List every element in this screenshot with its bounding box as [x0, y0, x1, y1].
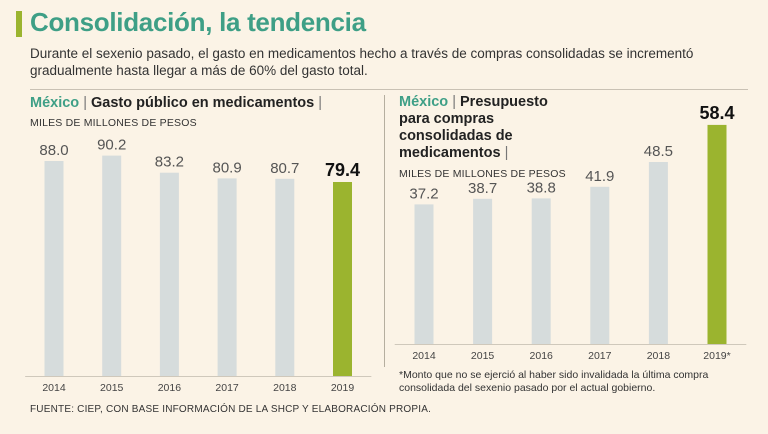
left-chart-bar-2014 — [44, 161, 64, 376]
left-chart-category-label: 2014 — [42, 382, 66, 394]
left-chart-bar-2019 — [333, 182, 352, 376]
page-title: Consolidación, la tendencia — [30, 7, 366, 37]
right-bar-chart: 37.2 2014 38.7 2015 38.8 2016 41.9 2017 48.5 2018… — [394, 103, 747, 362]
left-chart-bar-2018 — [275, 178, 295, 376]
right-chart-category-label: 2019* — [703, 350, 730, 362]
intro-text: Durante el sexenio pasado, el gasto en m… — [30, 46, 694, 78]
right-separator-1: | — [452, 94, 456, 110]
title-accent-bar — [16, 11, 22, 37]
right-chart-heading: México | Presupuesto para compras consol… — [399, 94, 579, 162]
left-chart-value-label: 83.2 — [155, 154, 184, 171]
left-units-label: MILES DE MILLONES DE PESOS — [30, 117, 197, 129]
right-chart-category-label: 2014 — [412, 350, 436, 362]
left-chart-bar-2015 — [102, 155, 122, 376]
left-separator-1: | — [83, 95, 87, 111]
left-chart-title: Gasto público en medicamentos — [91, 95, 315, 111]
left-chart-category-label: 2018 — [273, 382, 297, 394]
right-chart-bar-2017 — [590, 186, 610, 344]
right-chart-bar-2014 — [414, 204, 434, 344]
right-chart-footnote: *Monto que no se ejerció al haber sido i… — [399, 369, 709, 394]
right-country-label: México — [399, 94, 449, 110]
right-chart-title: Presupuesto para compras consolidadas de… — [399, 94, 548, 161]
right-chart-category-label: 2016 — [530, 350, 554, 362]
left-chart-value-label: 79.4 — [325, 160, 360, 180]
left-country-label: México — [30, 95, 80, 111]
left-separator-2: | — [318, 95, 323, 111]
left-chart-value-label: 90.2 — [97, 137, 126, 154]
left-chart-heading: México | Gasto público en medicamentos | — [30, 95, 322, 111]
right-chart-category-label: 2018 — [647, 350, 671, 362]
right-chart-value-label: 41.9 — [585, 168, 614, 185]
right-chart-bar-2018 — [648, 162, 668, 344]
right-chart-bar-2015 — [473, 198, 493, 344]
right-chart-value-label: 37.2 — [409, 185, 438, 202]
left-chart-value-label: 80.9 — [212, 159, 241, 176]
right-chart-value-label: 48.5 — [644, 143, 673, 160]
right-chart-category-label: 2017 — [588, 350, 612, 362]
left-chart-bar-2017 — [217, 178, 237, 376]
source-note: FUENTE: CIEP, CON BASE INFORMACIÓN DE LA… — [30, 404, 432, 415]
left-bar-chart: 88.0 2014 90.2 2015 83.2 2016 80.9 2017 80.7 2018… — [25, 137, 372, 394]
left-chart-category-label: 2016 — [158, 382, 182, 394]
right-chart-value-label: 38.8 — [527, 179, 556, 196]
right-chart-category-label: 2015 — [471, 350, 495, 362]
panel-divider — [384, 95, 385, 367]
right-chart-value-label: 38.7 — [468, 180, 497, 197]
left-chart-category-label: 2019 — [331, 382, 355, 394]
left-chart-category-label: 2015 — [100, 382, 124, 394]
right-chart-value-label: 58.4 — [699, 103, 734, 123]
header-divider — [30, 89, 748, 90]
left-chart-value-label: 80.7 — [270, 160, 299, 177]
right-units-label: MILES DE MILLONES DE PESOS — [399, 168, 566, 180]
right-chart-bar-2016 — [531, 198, 551, 344]
left-chart-value-label: 88.0 — [39, 142, 68, 159]
right-chart-bar-2019 — [707, 124, 727, 345]
left-chart-bar-2016 — [159, 172, 179, 376]
right-separator-2: | — [504, 145, 509, 161]
left-chart-category-label: 2017 — [215, 382, 239, 394]
